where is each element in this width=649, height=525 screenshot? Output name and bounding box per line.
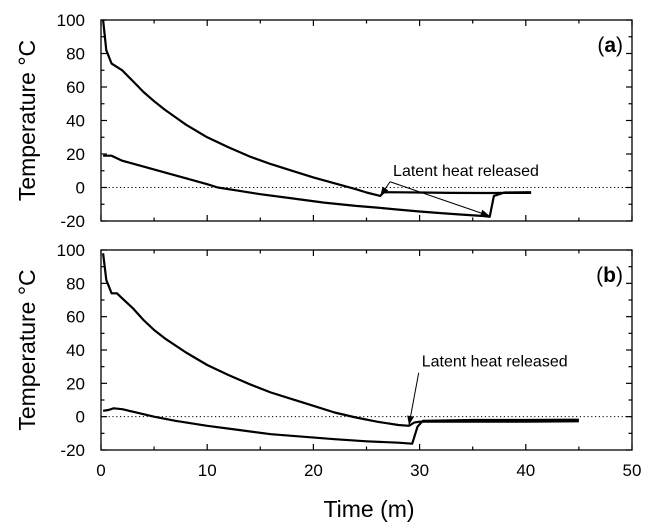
panel-a-ytick-label: -20 <box>60 212 85 231</box>
panel-a-arrowhead-1 <box>380 186 389 196</box>
panel-a-series-2 <box>103 154 532 218</box>
panel-a-ytick-label: 60 <box>66 78 85 97</box>
panel-b-y-axis-label: Temperature °C <box>14 269 40 430</box>
panel-b-ytick-label: 60 <box>66 308 85 327</box>
x-tick-label: 30 <box>410 461 429 480</box>
panel-a-ytick-label: 20 <box>66 145 85 164</box>
panel-b-ytick-label: 40 <box>66 341 85 360</box>
panel-b-arrowhead-1 <box>407 415 415 425</box>
x-tick-label: 50 <box>623 461 642 480</box>
x-axis-label: Time (m) <box>323 496 414 522</box>
panel-a-annotation: Latent heat released <box>393 163 539 180</box>
x-tick-label: 20 <box>304 461 323 480</box>
panel-a-ytick-label: 100 <box>57 11 85 30</box>
panel-b-series-1 <box>102 253 579 427</box>
panel-b-ytick-label: -20 <box>60 441 85 460</box>
panel-b-ytick-label: 80 <box>66 274 85 293</box>
panel-a-arrowhead-2 <box>480 209 490 217</box>
panel-b-label: (b) <box>596 264 623 287</box>
panel-a-series-1 <box>102 19 532 197</box>
panel-b-series-2 <box>102 407 579 445</box>
panel-b-ytick-label: 100 <box>57 241 85 260</box>
panel-a-ytick-label: 0 <box>76 179 85 198</box>
panel-a-label: (a) <box>597 34 623 57</box>
x-tick-label: 40 <box>516 461 535 480</box>
panel-b-ytick-label: 20 <box>66 374 85 393</box>
x-tick-label: 10 <box>198 461 217 480</box>
panel-b-ytick-label: 0 <box>76 408 85 427</box>
x-tick-label: 0 <box>96 461 105 480</box>
panel-a-y-axis-label: Temperature °C <box>14 40 40 201</box>
panel-a-ytick-label: 80 <box>66 45 85 64</box>
panel-a-arrow-2 <box>389 181 490 217</box>
panel-a-ytick-label: 40 <box>66 112 85 131</box>
panel-b-annotation: Latent heat released <box>422 354 568 371</box>
